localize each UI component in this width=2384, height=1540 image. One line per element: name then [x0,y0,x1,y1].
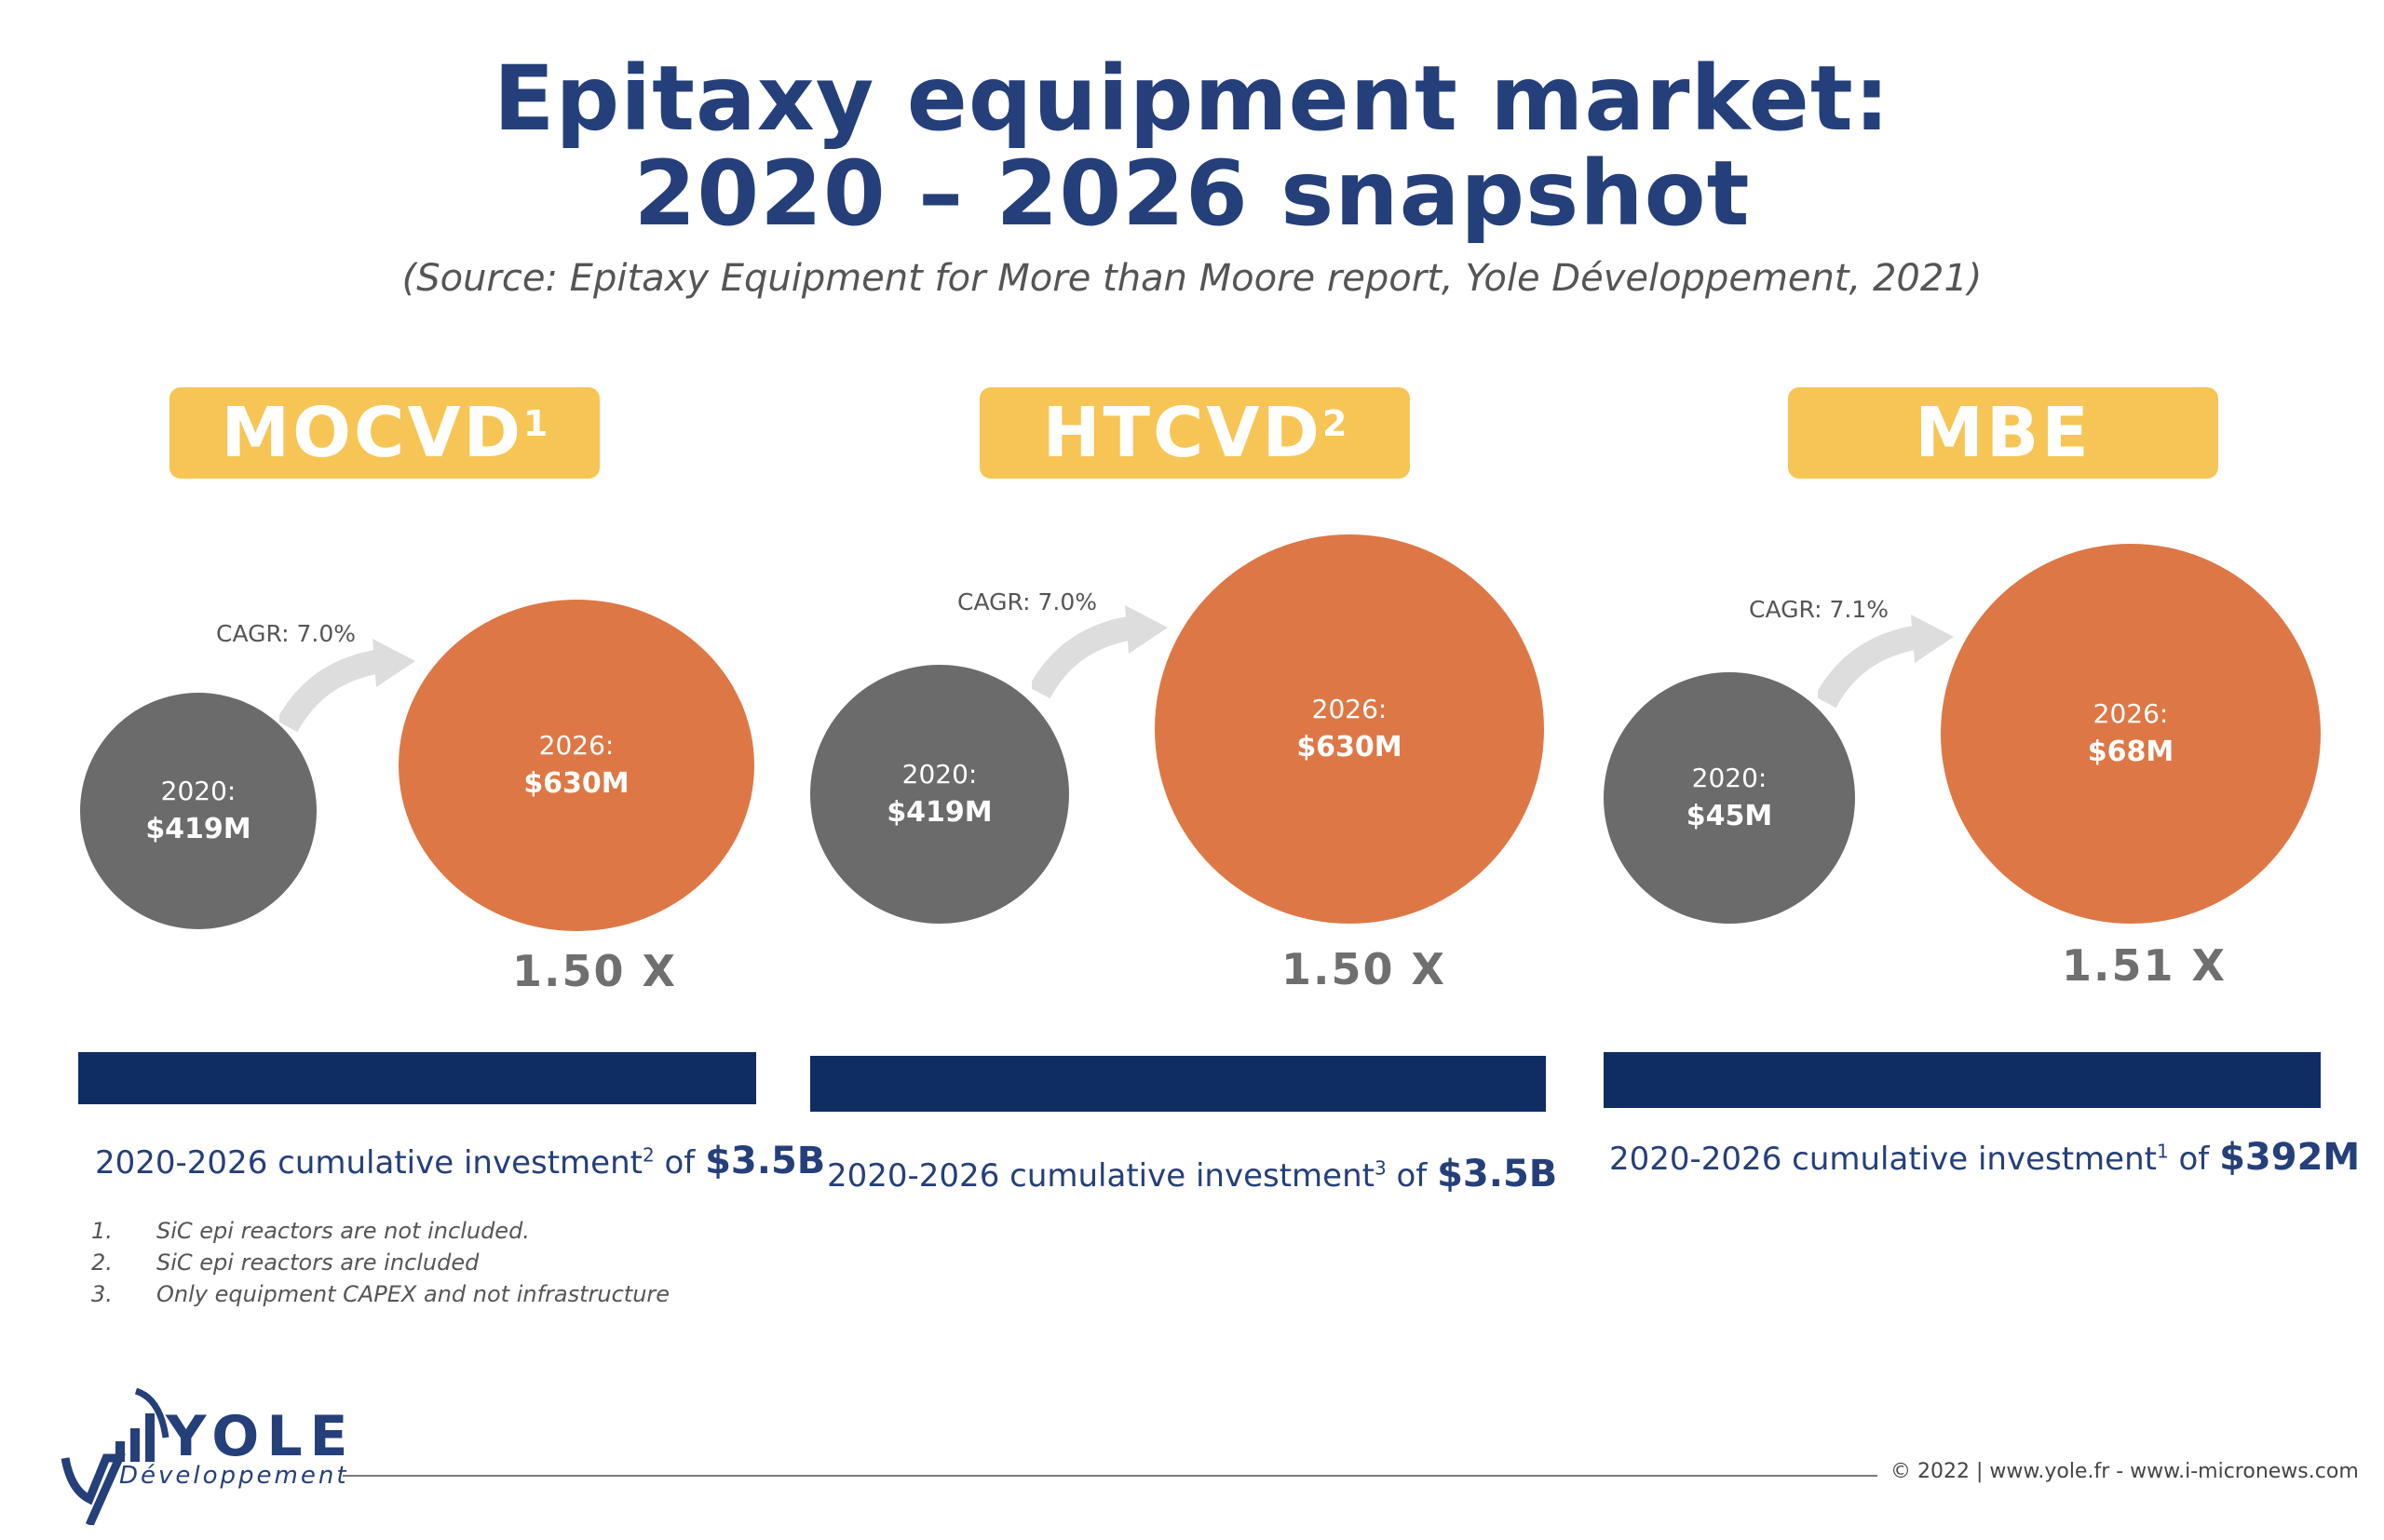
footnote-number: 2. [91,1250,113,1276]
circle-2020: 2020: $419M [80,693,317,929]
investment-text: 2020-2026 cumulative investment2 of $3.5… [95,1140,825,1182]
badge-footnote-ref: 1 [523,403,549,444]
investment-text: 2020-2026 cumulative investment3 of $3.5… [827,1153,1557,1196]
investment-label: 2020-2026 cumulative investment [95,1144,643,1182]
footer-divider [343,1475,1877,1477]
circle-year: 2020: [1691,763,1768,793]
investment-text: 2020-2026 cumulative investment1 of $392… [1609,1136,2360,1179]
investment-label: 2020-2026 cumulative investment [1609,1141,2157,1178]
footnote-text: Only equipment CAPEX and not infrastruct… [156,1281,670,1307]
logo-subtitle: Développement [119,1462,349,1490]
circle-year: 2026: [1311,694,1388,724]
cagr-label: CAGR: 7.1% [1749,596,1889,623]
footnote-number: 3. [91,1281,113,1307]
investment-of: of [1386,1157,1438,1195]
title-line-1: Epitaxy equipment market: [493,47,1891,151]
badge-footnote-ref: 2 [1321,403,1348,444]
circle-value: $68M [2087,736,2174,768]
investment-footnote-ref: 1 [2156,1140,2169,1163]
investment-value: $3.5B [1437,1153,1558,1196]
circle-2026: 2026: $630M [399,600,754,931]
circle-value: $630M [1296,731,1402,763]
investment-label: 2020-2026 cumulative investment [827,1157,1375,1195]
growth-multiplier: 1.50 X [512,946,677,996]
investment-bar [1604,1052,2321,1108]
investment-value: $392M [2219,1136,2361,1179]
circle-value: $419M [145,813,251,845]
circle-2026: 2026: $68M [1941,544,2321,924]
investment-bar [810,1056,1546,1112]
circle-value: $630M [523,767,630,800]
growth-multiplier: 1.51 X [2062,940,2227,991]
growth-arrow-icon [1818,615,1954,709]
title-line-2: 2020 – 2026 snapshot [633,142,1751,246]
growth-arrow-icon [279,639,415,733]
circle-year: 2020: [160,776,237,806]
cagr-label: CAGR: 7.0% [957,588,1097,615]
badge-label: HTCVD [1042,393,1322,473]
growth-arrow-icon [1032,605,1168,699]
circle-year: 2020: [901,759,978,790]
circle-2020: 2020: $419M [810,665,1069,924]
badge-mbe: MBE [1788,387,2218,479]
yole-logo-icon [61,1387,169,1525]
investment-of: of [654,1144,706,1182]
investment-value: $3.5B [705,1140,826,1182]
investment-footnote-ref: 2 [642,1143,655,1167]
circle-year: 2026: [2093,698,2169,729]
badge-mocvd: MOCVD 1 [169,387,600,479]
footnote-text: SiC epi reactors are included [156,1250,480,1276]
badge-htcvd: HTCVD 2 [980,387,1410,479]
circle-value: $419M [887,796,993,829]
source-caption: (Source: Epitaxy Equipment for More than… [401,257,1983,300]
copyright: © 2022 | www.yole.fr - www.i-micronews.c… [1890,1460,2359,1483]
badge-label: MBE [1915,393,2092,473]
footnote-text: SiC epi reactors are not included. [156,1218,530,1244]
cagr-label: CAGR: 7.0% [216,620,356,647]
circle-2026: 2026: $630M [1155,534,1544,924]
footnote-number: 1. [91,1218,113,1244]
growth-multiplier: 1.50 X [1281,944,1446,994]
circle-value: $45M [1686,800,1773,832]
badge-label: MOCVD [221,393,524,473]
logo-wordmark: YOLE [166,1404,356,1469]
circle-year: 2026: [538,730,615,761]
investment-footnote-ref: 3 [1374,1156,1387,1180]
circle-2020: 2020: $45M [1604,672,1855,924]
investment-bar [78,1052,756,1104]
investment-of: of [2168,1141,2220,1178]
